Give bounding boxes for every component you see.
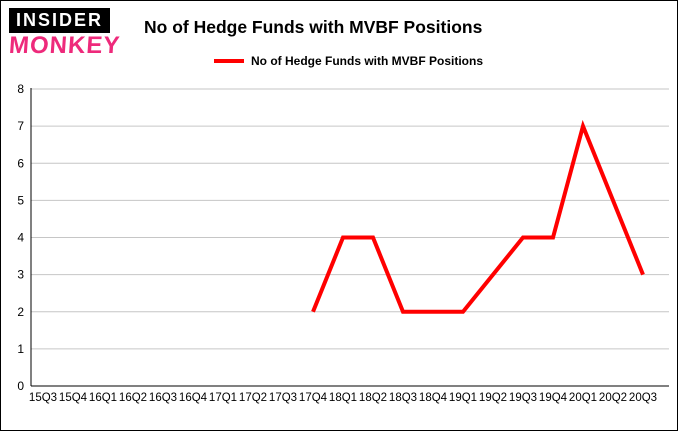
x-tick-label-20Q3: 20Q3: [629, 392, 657, 404]
x-tick-label-20Q2: 20Q2: [599, 392, 627, 404]
y-tick-label-5: 5: [17, 193, 24, 207]
x-tick-label-19Q3: 19Q3: [509, 392, 537, 404]
x-tick-label-19Q2: 19Q2: [479, 392, 507, 404]
legend-line-sample: [214, 59, 244, 63]
y-tick-label-4: 4: [17, 231, 24, 245]
y-tick-label-3: 3: [17, 268, 24, 282]
y-tick-label-1: 1: [17, 342, 24, 356]
x-tick-label-18Q1: 18Q1: [329, 392, 357, 404]
x-tick-label-16Q3: 16Q3: [149, 392, 177, 404]
hedge-funds-series-line: [311, 119, 645, 314]
x-tick-label-15Q3: 15Q3: [29, 392, 57, 404]
y-tick-label-7: 7: [17, 119, 24, 133]
x-tick-label-18Q4: 18Q4: [419, 392, 448, 404]
x-tick-label-15Q4: 15Q4: [59, 392, 88, 404]
insider-monkey-logo: INSIDER MONKEY: [8, 8, 129, 59]
x-tick-label-17Q1: 17Q1: [209, 392, 237, 404]
chart-title: No of Hedge Funds with MVBF Positions: [144, 17, 483, 37]
x-tick-label-16Q1: 16Q1: [89, 392, 117, 404]
logo-insider-text: INSIDER: [9, 8, 111, 33]
y-tick-label-0: 0: [17, 379, 24, 393]
x-tick-label-17Q2: 17Q2: [239, 392, 267, 404]
x-tick-label-19Q4: 19Q4: [539, 392, 568, 404]
y-tick-label-2: 2: [17, 305, 24, 319]
x-tick-label-16Q2: 16Q2: [119, 392, 147, 404]
y-tick-label-6: 6: [17, 156, 24, 170]
x-tick-label-17Q3: 17Q3: [269, 392, 297, 404]
y-tick-label-8: 8: [17, 82, 24, 96]
x-tick-label-20Q1: 20Q1: [569, 392, 597, 404]
x-tick-label-16Q4: 16Q4: [179, 392, 208, 404]
legend: No of Hedge Funds with MVBF Positions: [214, 54, 483, 68]
x-tick-label-18Q3: 18Q3: [389, 392, 417, 404]
x-tick-label-19Q1: 19Q1: [449, 392, 477, 404]
legend-label: No of Hedge Funds with MVBF Positions: [251, 54, 483, 68]
x-tick-label-18Q2: 18Q2: [359, 392, 387, 404]
x-tick-label-17Q4: 17Q4: [299, 392, 328, 404]
